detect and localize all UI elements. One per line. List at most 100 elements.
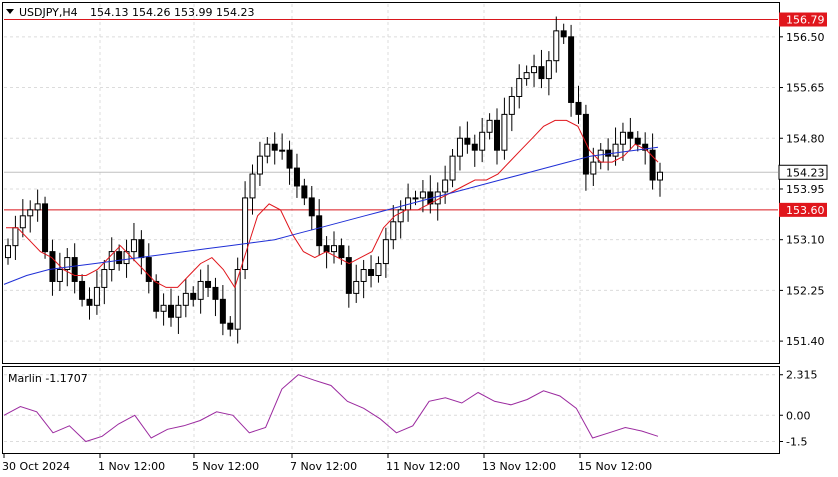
time-axis: 30 Oct 2024 1 Nov 12:00 5 Nov 12:00 7 Nov 1… xyxy=(2,454,652,473)
level-label: 156.79 xyxy=(786,14,825,27)
candle-body xyxy=(516,78,523,97)
candle-body xyxy=(471,143,478,151)
candle-body xyxy=(101,269,108,288)
candle-body xyxy=(568,36,575,103)
candle-body xyxy=(642,143,649,151)
candle-body xyxy=(649,149,656,181)
candle-body xyxy=(301,185,308,199)
candle-body xyxy=(331,245,337,253)
candle-body xyxy=(160,304,167,312)
candle-body xyxy=(227,322,234,330)
candle-body xyxy=(456,137,463,157)
price-tick-label: 153.10 xyxy=(786,234,825,247)
candle-body xyxy=(657,171,663,181)
candle-body xyxy=(627,131,634,139)
candle-body xyxy=(316,215,323,247)
level-label-bg xyxy=(779,202,827,217)
candle-body xyxy=(34,203,41,211)
candle-body xyxy=(619,131,626,145)
candle-body xyxy=(419,191,426,199)
candle-body xyxy=(494,119,500,151)
candle-body xyxy=(486,119,493,133)
current-price-label-bg xyxy=(778,164,828,180)
candle-body xyxy=(190,292,197,300)
candle-body xyxy=(79,280,86,300)
candle-body xyxy=(634,137,641,145)
candle-body xyxy=(360,269,367,282)
candle-body xyxy=(412,197,419,200)
candle-body xyxy=(531,66,538,74)
candle-body xyxy=(590,161,597,175)
candle-body xyxy=(582,113,589,175)
candles xyxy=(5,16,663,344)
candle-body xyxy=(612,143,619,157)
candle-body xyxy=(449,155,456,181)
candle-body xyxy=(212,286,219,300)
oscillator-line xyxy=(3,374,659,443)
candle-body xyxy=(434,191,441,205)
candle-body xyxy=(5,245,11,259)
candle-body xyxy=(116,251,123,265)
symbol-label: USDJPY,H4 xyxy=(19,6,78,19)
candle-body xyxy=(479,131,486,151)
candle-body xyxy=(86,298,93,306)
candle-body xyxy=(575,101,582,115)
moving-averages xyxy=(3,119,659,289)
time-tick-label: 11 Nov 12:00 xyxy=(386,460,460,473)
oscillator-axis: 2.315 0.00 -1.5 xyxy=(779,369,818,449)
candle-body xyxy=(71,257,78,282)
price-tick-label: 155.65 xyxy=(786,82,825,95)
time-tick-label: 30 Oct 2024 xyxy=(2,460,70,473)
ohlc-values: 154.13 154.26 153.99 154.23 xyxy=(90,6,254,19)
candle-body xyxy=(442,179,449,193)
price-tick-label: 154.80 xyxy=(786,132,825,145)
time-tick-label: 1 Nov 12:00 xyxy=(98,460,165,473)
candle-body xyxy=(249,173,256,199)
symbol-dropdown-icon[interactable] xyxy=(6,9,14,14)
time-tick-label: 13 Nov 12:00 xyxy=(482,460,556,473)
candle-body xyxy=(501,113,508,151)
candle-body xyxy=(390,221,397,241)
candle-body xyxy=(323,245,330,253)
horizontal-levels[interactable]: 156.79 153.60 154.23 xyxy=(4,12,828,217)
candle-body xyxy=(145,257,152,282)
candle-body xyxy=(279,149,286,152)
candle-body xyxy=(27,209,34,217)
candle-body xyxy=(397,209,404,223)
candle-body xyxy=(560,30,567,38)
candle-body xyxy=(182,292,189,306)
candle-body xyxy=(545,60,552,80)
price-axis: 156.50 155.65 154.80 153.95 153.10 152.25 151.… xyxy=(779,31,825,348)
candle-body xyxy=(197,280,204,300)
candle-body xyxy=(242,197,249,271)
oscillator-panel-frame xyxy=(2,366,780,454)
osc-tick-label: 2.315 xyxy=(786,369,818,382)
candle-body xyxy=(130,239,137,253)
candle-body xyxy=(345,257,352,294)
candle-body xyxy=(12,227,19,247)
slow-ma-line xyxy=(3,146,659,285)
candle-body xyxy=(93,286,100,306)
candle-body xyxy=(375,263,382,276)
candle-body xyxy=(42,203,49,253)
price-tick-label: 152.25 xyxy=(786,284,825,297)
candle-body xyxy=(293,167,300,187)
candle-body xyxy=(56,269,63,282)
time-tick-label: 15 Nov 12:00 xyxy=(578,460,652,473)
time-tick-label: 5 Nov 12:00 xyxy=(192,460,259,473)
level-label: 153.60 xyxy=(786,204,825,217)
candle-body xyxy=(353,280,360,294)
candle-body xyxy=(508,95,515,115)
time-tick-label: 7 Nov 12:00 xyxy=(290,460,357,473)
candle-body xyxy=(271,143,278,151)
candle-body xyxy=(264,143,271,157)
oscillator-label: Marlin -1.1707 xyxy=(8,372,88,385)
candle-body xyxy=(205,280,212,288)
candle-body xyxy=(382,239,389,265)
candle-body xyxy=(256,155,263,175)
candle-body xyxy=(464,137,471,145)
candle-body xyxy=(175,304,182,318)
candle-body xyxy=(153,280,160,312)
level-label-bg xyxy=(779,12,827,27)
